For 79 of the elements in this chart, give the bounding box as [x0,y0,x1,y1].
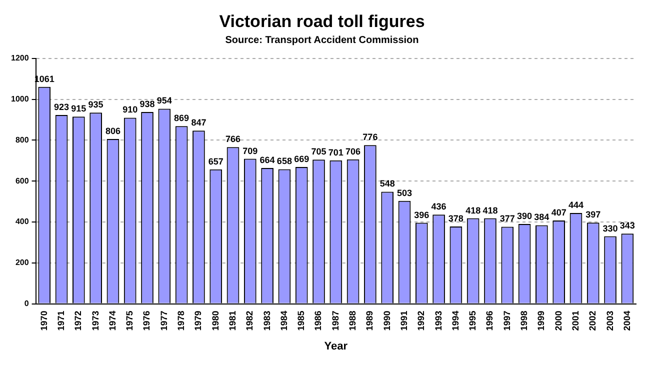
data-label: 938 [140,98,155,109]
data-label: 664 [260,154,275,165]
x-tick-label: 1994 [450,310,460,331]
data-label: 384 [534,212,550,222]
x-tick-label: 1983 [262,310,272,331]
y-tick-label: 1000 [11,94,30,104]
x-tick-label: 1975 [124,310,135,331]
x-tick-label: 2004 [622,310,632,331]
x-tick-label: 1997 [502,310,512,331]
y-tick-label: 1200 [11,54,30,63]
data-label: 330 [602,223,618,234]
data-label: 910 [122,104,138,115]
data-label: 776 [362,132,378,142]
x-tick-label: 1984 [278,310,289,331]
x-axis-title: Year [324,340,348,352]
data-label: 915 [71,104,86,114]
x-tick-label: 1990 [382,310,392,331]
data-label: 503 [396,188,412,198]
data-label: 706 [346,146,361,156]
x-tick-label: 1992 [416,310,426,331]
x-tick-label: 1982 [244,310,255,331]
x-tick-label: 1988 [348,310,358,331]
x-tick-label: 1980 [210,310,220,331]
data-label: 390 [517,211,532,222]
x-tick-label: 1977 [158,310,169,331]
data-label: 669 [294,154,310,164]
data-label: 709 [242,146,258,156]
x-tick-label: 2000 [553,310,564,331]
x-tick-label: 1976 [142,310,152,331]
y-tick-label: 200 [15,258,30,268]
data-label: 766 [225,134,241,144]
data-label: 954 [156,96,172,106]
data-label: 658 [276,156,292,166]
data-label: 436 [431,202,446,212]
data-label: 923 [54,102,70,112]
data-label: 418 [482,205,498,216]
data-label: 407 [551,208,566,218]
data-label: 657 [208,156,224,166]
chart-title: Victorian road toll figures [219,12,425,31]
data-label: 701 [328,147,344,158]
x-tick-label: 1986 [313,310,324,331]
x-tick-label: 1971 [56,310,66,331]
x-tick-label: 1973 [90,310,100,331]
data-label: 418 [466,205,481,216]
x-tick-label: 1981 [227,310,238,331]
y-tick-label: 400 [15,217,30,226]
x-tick-label: 1978 [176,310,186,331]
x-tick-label: 1985 [296,310,306,331]
x-tick-label: 1987 [330,310,340,331]
y-tick-label: 0 [24,298,30,308]
x-tick-label: 2003 [604,310,615,331]
data-label: 444 [568,200,584,210]
data-label: 343 [620,220,635,231]
x-tick-label: 2001 [570,310,580,331]
x-tick-label: 2002 [588,310,598,331]
x-tick-label: 1979 [193,310,204,331]
x-tick-label: 1974 [107,310,118,331]
chart-subtitle: Source: Transport Accident Commission [225,35,419,46]
x-tick-label: 1995 [468,310,478,331]
data-label: 935 [88,100,104,110]
y-tick-label: 600 [15,176,30,186]
x-tick-label: 1993 [433,310,444,331]
data-label: 378 [448,213,464,224]
data-label: 869 [174,113,190,124]
x-tick-label: 1996 [484,310,495,331]
x-tick-label: 1989 [364,310,375,331]
x-tick-label: 1998 [519,310,530,331]
data-label: 548 [380,178,395,189]
data-label: 377 [500,214,515,224]
data-label: 396 [414,210,430,220]
y-tick-label: 800 [15,135,30,144]
x-tick-label: 1999 [536,310,546,331]
data-label: 806 [105,126,120,136]
x-tick-label: 1972 [73,310,84,331]
x-tick-label: 1970 [38,310,49,331]
data-label: 705 [311,146,326,157]
data-label: 397 [586,210,601,220]
data-label: 847 [191,118,206,128]
x-tick-label: 1991 [398,310,409,331]
